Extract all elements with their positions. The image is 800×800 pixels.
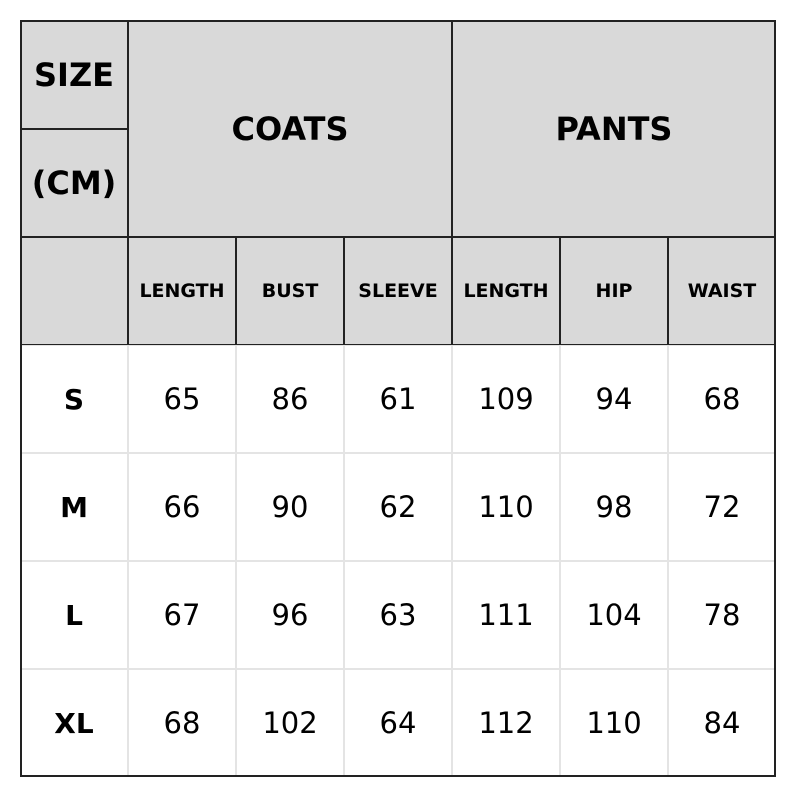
- table-cell: 94: [560, 345, 668, 453]
- table-cell: 110: [452, 453, 560, 561]
- column-header: HIP: [560, 237, 668, 345]
- column-header: BUST: [236, 237, 344, 345]
- row-size-label: L: [20, 561, 128, 669]
- table-cell: 102: [236, 669, 344, 777]
- table-cell: 63: [344, 561, 452, 669]
- table-cell: 67: [128, 561, 236, 669]
- table-cell: 68: [668, 345, 776, 453]
- table-cell: 84: [668, 669, 776, 777]
- column-header: WAIST: [668, 237, 776, 345]
- table-cell: 61: [344, 345, 452, 453]
- size-label: SIZE: [20, 20, 128, 129]
- table-cell: 72: [668, 453, 776, 561]
- table-cell: 62: [344, 453, 452, 561]
- table-cell: 78: [668, 561, 776, 669]
- coats-header: COATS: [128, 20, 452, 237]
- table-cell: 96: [236, 561, 344, 669]
- table-cell: 98: [560, 453, 668, 561]
- row-size-label: M: [20, 453, 128, 561]
- table-cell: 64: [344, 669, 452, 777]
- column-header: LENGTH: [452, 237, 560, 345]
- column-header: LENGTH: [128, 237, 236, 345]
- table-cell: 111: [452, 561, 560, 669]
- table-cell: 104: [560, 561, 668, 669]
- table-cell: 109: [452, 345, 560, 453]
- table-cell: 110: [560, 669, 668, 777]
- pants-header: PANTS: [452, 20, 776, 237]
- empty-corner-cell: [20, 237, 128, 345]
- column-header: SLEEVE: [344, 237, 452, 345]
- table-cell: 68: [128, 669, 236, 777]
- table-cell: 90: [236, 453, 344, 561]
- table-cell: 112: [452, 669, 560, 777]
- row-size-label: XL: [20, 669, 128, 777]
- unit-label: (CM): [20, 129, 128, 237]
- row-size-label: S: [20, 345, 128, 453]
- table-cell: 66: [128, 453, 236, 561]
- table-cell: 86: [236, 345, 344, 453]
- table-cell: 65: [128, 345, 236, 453]
